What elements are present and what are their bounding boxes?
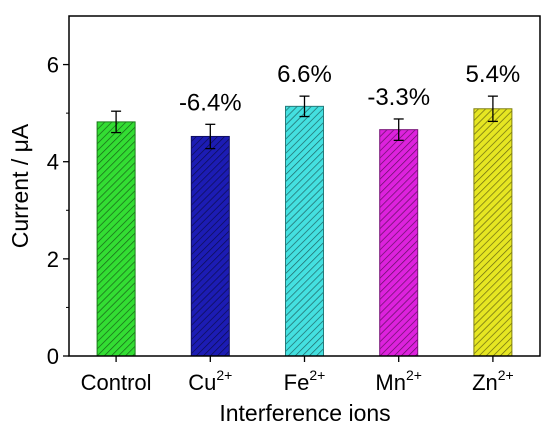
bar-mn <box>379 129 419 357</box>
x-tick-label-mn: Mn2+ <box>375 367 422 395</box>
bar-cu <box>190 135 230 357</box>
bar-zn <box>473 108 513 357</box>
error-bar-cu <box>205 123 216 150</box>
y-tick-label: 0 <box>47 344 59 369</box>
y-axis: 0 2 4 6 <box>47 53 69 369</box>
x-axis-title: Interference ions <box>219 400 390 426</box>
error-bars-layer <box>111 95 498 150</box>
y-tick-label: 4 <box>47 150 59 175</box>
error-bar-control <box>111 110 122 134</box>
bar-control <box>96 121 136 357</box>
y-tick-label: 6 <box>47 53 59 78</box>
x-tick-label-control: Control <box>81 370 152 395</box>
error-bar-mn <box>393 118 404 141</box>
x-tick-label-fe: Fe2+ <box>284 367 326 395</box>
x-tick-label-zn: Zn2+ <box>472 367 514 395</box>
annotations-layer: -6.4% 6.6% -3.3% 5.4% <box>179 61 520 116</box>
error-bar-fe <box>299 95 310 118</box>
annotation-cu: -6.4% <box>179 89 242 116</box>
annotation-fe: 6.6% <box>277 61 332 88</box>
x-axis: Control Cu2+ Fe2+ Mn2+ Zn2+ <box>81 356 514 395</box>
x-tick-label-cu: Cu2+ <box>188 367 232 395</box>
bar-fe <box>285 105 324 357</box>
bars-layer <box>96 105 513 357</box>
y-tick-label: 2 <box>47 247 59 272</box>
error-bar-zn <box>487 95 498 123</box>
annotation-mn: -3.3% <box>367 84 430 111</box>
annotation-zn: 5.4% <box>466 61 521 88</box>
y-axis-title: Current / μA <box>7 123 33 248</box>
